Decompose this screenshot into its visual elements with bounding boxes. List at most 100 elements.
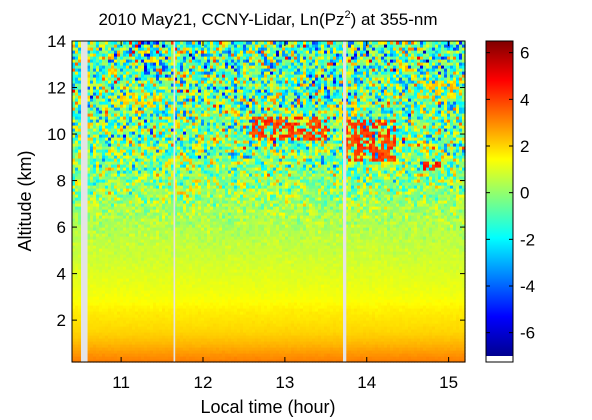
heatmap-cell	[183, 155, 187, 159]
heatmap-cell	[117, 293, 121, 297]
heatmap-cell	[117, 113, 121, 117]
heatmap-cell	[96, 299, 100, 303]
heatmap-cell	[99, 353, 103, 357]
heatmap-cell	[99, 191, 103, 195]
heatmap-cell	[135, 194, 139, 198]
heatmap-cell	[168, 245, 172, 249]
heatmap-cell	[108, 161, 112, 165]
heatmap-cell	[165, 65, 169, 69]
heatmap-cell	[87, 143, 91, 147]
heatmap-cell	[162, 146, 166, 150]
heatmap-cell	[72, 185, 76, 189]
heatmap-cell	[90, 92, 94, 96]
heatmap-cell	[102, 167, 106, 171]
heatmap-cell	[102, 218, 106, 222]
heatmap-cell	[120, 179, 124, 183]
heatmap-cell	[93, 65, 97, 69]
heatmap-cell	[138, 56, 142, 60]
heatmap-cell	[105, 188, 109, 192]
heatmap-cell	[174, 245, 178, 249]
heatmap-cell	[183, 116, 187, 120]
heatmap-cell	[114, 89, 118, 93]
heatmap-cell	[168, 206, 172, 210]
heatmap-cell	[78, 179, 82, 183]
heatmap-cell	[117, 86, 121, 90]
heatmap-cell	[180, 170, 184, 174]
heatmap-cell	[99, 164, 103, 168]
heatmap-cell	[111, 128, 115, 132]
heatmap-cell	[138, 86, 142, 90]
heatmap-cell	[138, 95, 142, 99]
heatmap-cell	[75, 68, 79, 72]
heatmap-cell	[117, 326, 121, 330]
heatmap-cell	[135, 299, 139, 303]
heatmap-cell	[87, 221, 91, 225]
heatmap-cell	[111, 326, 115, 330]
heatmap-cell	[123, 56, 127, 60]
heatmap-cell	[111, 353, 115, 357]
heatmap-cell	[171, 41, 175, 45]
heatmap-cell	[72, 194, 76, 198]
heatmap-cell	[87, 164, 91, 168]
heatmap-cell	[75, 281, 79, 285]
heatmap-cell	[117, 332, 121, 336]
heatmap-cell	[162, 239, 166, 243]
heatmap-cell	[150, 287, 154, 291]
heatmap-cell	[93, 212, 97, 216]
heatmap-cell	[93, 311, 97, 315]
heatmap-cell	[180, 218, 184, 222]
heatmap-cell	[129, 332, 133, 336]
heatmap-cell	[168, 320, 172, 324]
heatmap-cell	[168, 83, 172, 87]
heatmap-cell	[135, 293, 139, 297]
heatmap-cell	[111, 110, 115, 114]
heatmap-cell	[168, 248, 172, 252]
heatmap-cell	[162, 248, 166, 252]
heatmap-cell	[72, 299, 76, 303]
heatmap-cell	[108, 227, 112, 231]
heatmap-cell	[153, 332, 157, 336]
heatmap-cell	[102, 53, 106, 57]
heatmap-cell	[150, 305, 154, 309]
heatmap-cell	[183, 215, 187, 219]
heatmap-cell	[102, 110, 106, 114]
heatmap-cell	[135, 287, 139, 291]
heatmap-cell	[90, 185, 94, 189]
heatmap-cell	[108, 182, 112, 186]
heatmap-cell	[75, 203, 79, 207]
heatmap-cell	[171, 203, 175, 207]
heatmap-cell	[150, 263, 154, 267]
heatmap-cell	[93, 206, 97, 210]
heatmap-cell	[147, 257, 151, 261]
heatmap-cell	[186, 293, 190, 297]
heatmap-cell	[126, 116, 130, 120]
heatmap-cell	[174, 83, 178, 87]
heatmap-cell	[114, 50, 118, 54]
heatmap-cell	[156, 320, 160, 324]
heatmap-cell	[144, 119, 148, 123]
heatmap-cell	[168, 119, 172, 123]
heatmap-cell	[147, 170, 151, 174]
heatmap-cell	[120, 113, 124, 117]
heatmap-cell	[174, 62, 178, 66]
heatmap-cell	[78, 53, 82, 57]
heatmap-cell	[120, 359, 124, 363]
heatmap-cell	[153, 287, 157, 291]
heatmap-cell	[123, 215, 127, 219]
heatmap-cell	[120, 305, 124, 309]
heatmap-cell	[162, 296, 166, 300]
heatmap-cell	[102, 287, 106, 291]
heatmap-cell	[72, 242, 76, 246]
heatmap-cell	[141, 317, 145, 321]
heatmap-cell	[162, 233, 166, 237]
heatmap-cell	[87, 281, 91, 285]
heatmap-cell	[147, 233, 151, 237]
heatmap-cell	[159, 95, 163, 99]
heatmap-cell	[138, 71, 142, 75]
heatmap-cell	[96, 74, 100, 78]
heatmap-cell	[78, 311, 82, 315]
heatmap-cell	[78, 305, 82, 309]
heatmap-cell	[171, 320, 175, 324]
heatmap-cell	[105, 89, 109, 93]
heatmap-cell	[183, 137, 187, 141]
